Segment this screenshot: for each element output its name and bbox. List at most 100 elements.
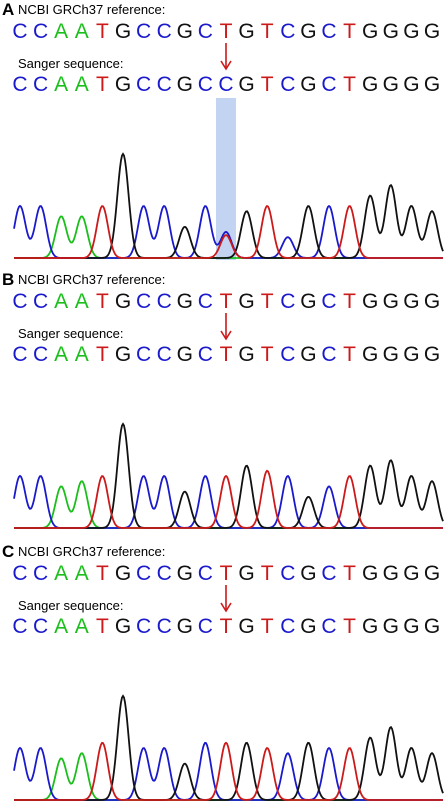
variant-arrow-icon (220, 43, 232, 71)
base-G: G (300, 20, 317, 43)
base-G: G (300, 343, 317, 366)
base-T: T (219, 20, 233, 43)
base-G: G (176, 615, 193, 638)
base-G: G (423, 73, 441, 96)
base-C: C (136, 73, 152, 96)
trace-T (14, 204, 443, 259)
base-T: T (95, 562, 109, 585)
base-G: G (176, 73, 193, 96)
base-G: G (114, 73, 132, 96)
base-G: G (382, 562, 399, 585)
base-C: C (321, 73, 337, 96)
base-C: C (156, 73, 172, 96)
sanger-label: Sanger sequence: (18, 598, 124, 613)
reference-label: NCBI GRCh37 reference: (18, 2, 166, 17)
base-G: G (238, 290, 255, 313)
base-G: G (362, 615, 379, 638)
base-G: G (300, 290, 317, 313)
base-T: T (260, 290, 274, 313)
base-C: C (197, 290, 213, 313)
base-G: G (114, 562, 132, 585)
base-A: A (74, 562, 89, 585)
base-G: G (382, 290, 399, 313)
base-G: G (382, 20, 399, 43)
base-T: T (343, 20, 356, 43)
base-C: C (12, 562, 28, 585)
base-C: C (33, 343, 49, 366)
base-C: C (321, 290, 337, 313)
base-A: A (74, 290, 89, 313)
trace-T (14, 469, 443, 529)
base-C: C (197, 343, 213, 366)
base-C: C (321, 562, 337, 585)
base-T: T (260, 343, 274, 366)
base-T: T (343, 615, 356, 638)
base-G: G (176, 343, 193, 366)
base-G: G (423, 343, 441, 366)
base-C: C (12, 615, 28, 638)
base-C: C (12, 343, 28, 366)
base-G: G (176, 562, 193, 585)
base-T: T (219, 290, 233, 313)
trace-G (14, 422, 444, 529)
variant-arrow-icon (220, 313, 232, 341)
base-G: G (362, 343, 379, 366)
base-C: C (280, 290, 296, 313)
base-C: C (33, 20, 49, 43)
base-G: G (238, 562, 255, 585)
base-T: T (95, 290, 109, 313)
base-G: G (382, 343, 399, 366)
base-C: C (197, 615, 213, 638)
base-T: T (343, 73, 356, 96)
base-C: C (280, 343, 296, 366)
base-C: C (280, 73, 296, 96)
base-A: A (54, 73, 69, 96)
base-C: C (197, 562, 213, 585)
trace-G (14, 152, 444, 259)
base-C: C (12, 73, 28, 96)
base-G: G (176, 290, 193, 313)
base-G: G (300, 562, 317, 585)
base-C: C (136, 290, 152, 313)
base-A: A (54, 562, 69, 585)
base-G: G (423, 20, 441, 43)
base-G: G (114, 20, 132, 43)
base-C: C (156, 562, 172, 585)
base-C: C (218, 73, 234, 96)
base-T: T (95, 343, 109, 366)
panel-letter: C (2, 542, 15, 561)
base-C: C (136, 20, 152, 43)
base-C: C (321, 343, 337, 366)
base-T: T (95, 20, 109, 43)
chromatogram (13, 152, 444, 259)
base-C: C (280, 615, 296, 638)
trace-A (14, 480, 443, 529)
base-G: G (114, 290, 132, 313)
base-G: G (403, 73, 420, 96)
base-A: A (74, 343, 89, 366)
base-C: C (321, 615, 337, 638)
base-C: C (33, 615, 49, 638)
base-T: T (95, 73, 109, 96)
base-G: G (362, 562, 379, 585)
base-G: G (114, 343, 132, 366)
base-C: C (321, 20, 337, 43)
base-C: C (12, 20, 28, 43)
base-C: C (197, 73, 213, 96)
base-G: G (238, 343, 255, 366)
base-G: G (238, 20, 255, 43)
base-T: T (343, 290, 356, 313)
base-A: A (54, 290, 69, 313)
trace-T (14, 741, 443, 801)
base-C: C (33, 290, 49, 313)
base-G: G (300, 73, 317, 96)
panel-letter: B (2, 270, 15, 289)
base-A: A (74, 73, 89, 96)
